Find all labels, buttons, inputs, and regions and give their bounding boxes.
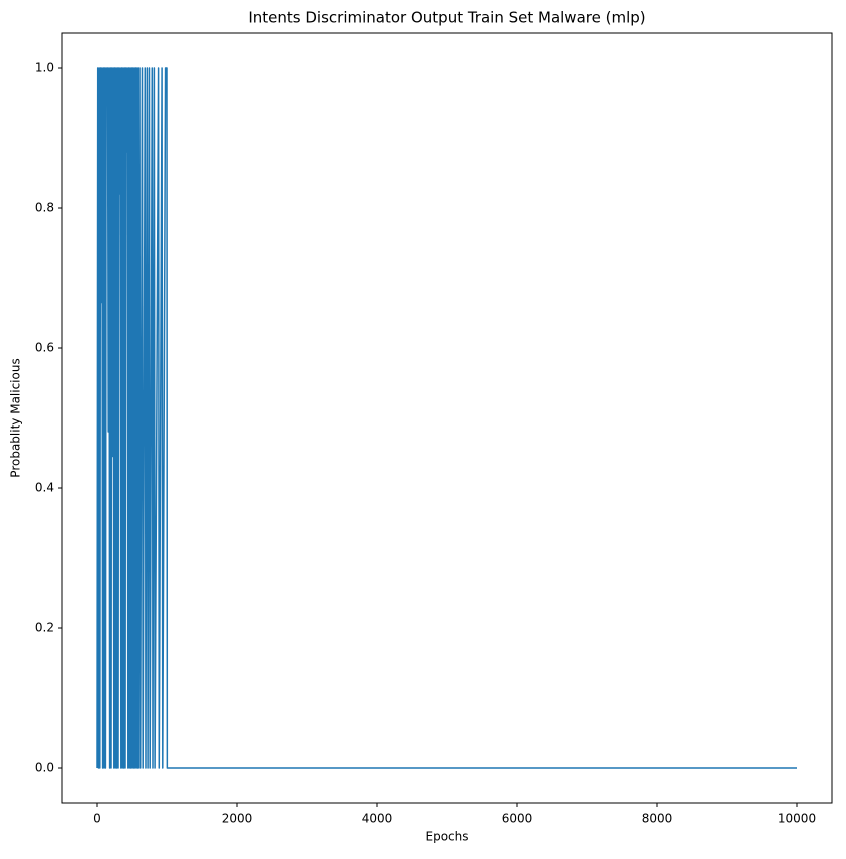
y-tick-label: 0.2 xyxy=(35,621,54,635)
x-tick-label: 8000 xyxy=(642,812,673,826)
plot-frame xyxy=(61,32,833,804)
chart-title: Intents Discriminator Output Train Set M… xyxy=(248,9,645,27)
x-tick-label: 10000 xyxy=(778,812,816,826)
y-tick-label: 0.8 xyxy=(35,201,54,215)
x-axis-label: Epochs xyxy=(426,830,469,844)
y-tick-label: 1.0 xyxy=(35,61,54,75)
y-tick-label: 0.6 xyxy=(35,341,54,355)
x-tick-label: 6000 xyxy=(502,812,533,826)
x-tick-label: 2000 xyxy=(222,812,253,826)
y-axis-label: Probablity Malicious xyxy=(9,358,23,477)
y-tick-label: 0.0 xyxy=(35,761,54,775)
line xyxy=(96,67,797,769)
x-tick-label: 0 xyxy=(93,812,101,826)
y-tick-label: 0.4 xyxy=(35,481,54,495)
x-tick-label: 4000 xyxy=(362,812,393,826)
